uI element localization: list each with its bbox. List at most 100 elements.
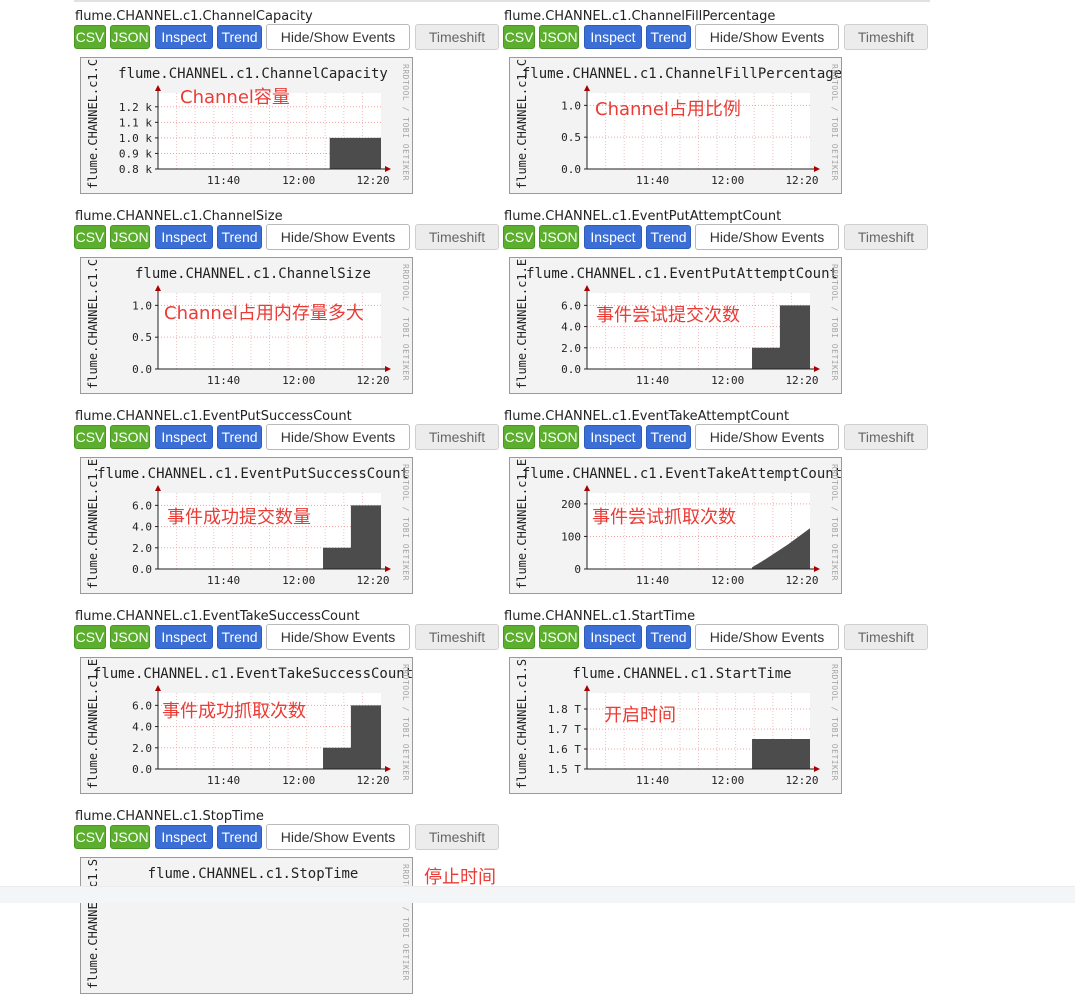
json-button[interactable]: JSON: [110, 425, 150, 449]
annotation-label: 事件成功抓取次数: [162, 701, 306, 722]
json-button[interactable]: JSON: [110, 625, 150, 649]
inspect-button[interactable]: Inspect: [155, 625, 213, 649]
rrd-graph: flume.CHANNEL.c1.EventTakeAttemptCountfl…: [509, 457, 842, 594]
y-tick-label: 2.0: [561, 342, 581, 355]
timeshift-button[interactable]: Timeshift: [415, 424, 499, 450]
inspect-button[interactable]: Inspect: [155, 225, 213, 249]
hide-show-events-button[interactable]: Hide/Show Events: [695, 624, 839, 650]
json-button[interactable]: JSON: [110, 225, 150, 249]
x-tick-label: 12:00: [711, 174, 744, 187]
timeshift-button[interactable]: Timeshift: [844, 224, 928, 250]
rrd-graph: flume.CHANNEL.c1.ChannelFillPercentagefl…: [509, 57, 842, 194]
rrdtool-watermark: RRDTOOL / TOBI OETIKER: [830, 264, 839, 381]
annotation-label: Channel占用内存量多大: [164, 303, 364, 324]
inspect-button[interactable]: Inspect: [155, 425, 213, 449]
inspect-button[interactable]: Inspect: [155, 825, 213, 849]
vertical-label: flume.CHANNEL.c1.StopTime: [86, 858, 100, 989]
timeshift-button[interactable]: Timeshift: [844, 24, 928, 50]
trend-button[interactable]: Trend: [646, 25, 691, 49]
hide-show-events-button[interactable]: Hide/Show Events: [695, 224, 839, 250]
csv-button[interactable]: CSV: [74, 25, 106, 49]
y-tick-label: 100: [561, 530, 581, 543]
graph-svg: flume.CHANNEL.c1.ChannelSize flume.CHANNE…: [86, 258, 410, 389]
x-tick-label: 12:20: [356, 574, 389, 587]
y-tick-label: 1.2 k: [119, 101, 152, 114]
rrdtool-watermark: RRDTOOL / TOBI OETIKER: [830, 64, 839, 181]
csv-button[interactable]: CSV: [74, 825, 106, 849]
panel-title: flume.CHANNEL.c1.EventPutAttemptCount: [504, 209, 782, 224]
data-area: [323, 505, 381, 569]
y-tick-label: 1.0: [561, 99, 581, 112]
x-tick-label: 12:00: [711, 774, 744, 787]
hide-show-events-button[interactable]: Hide/Show Events: [266, 624, 410, 650]
graph-panel: flume.CHANNEL.c1.EventPutAttemptCount CSV…: [503, 200, 933, 400]
json-button[interactable]: JSON: [539, 225, 579, 249]
csv-button[interactable]: CSV: [74, 225, 106, 249]
inspect-button[interactable]: Inspect: [155, 25, 213, 49]
y-tick-label: 1.1 k: [119, 116, 152, 129]
timeshift-button[interactable]: Timeshift: [844, 424, 928, 450]
annotation-label: 事件成功提交数量: [167, 507, 311, 528]
csv-button[interactable]: CSV: [74, 425, 106, 449]
inspect-button[interactable]: Inspect: [584, 25, 642, 49]
y-tick-label: 0.0: [132, 363, 152, 376]
trend-button[interactable]: Trend: [646, 625, 691, 649]
y-tick-label: 0.0: [132, 563, 152, 576]
trend-button[interactable]: Trend: [217, 225, 262, 249]
x-tick-label: 12:00: [282, 374, 315, 387]
graph-panel: flume.CHANNEL.c1.ChannelSize CSV JSON Inspe…: [74, 200, 504, 400]
hide-show-events-button[interactable]: Hide/Show Events: [695, 424, 839, 450]
y-tick-label: 0.0: [561, 163, 581, 176]
csv-button[interactable]: CSV: [503, 25, 535, 49]
csv-button[interactable]: CSV: [503, 425, 535, 449]
y-tick-label: 0.5: [561, 131, 581, 144]
hide-show-events-button[interactable]: Hide/Show Events: [266, 824, 410, 850]
vertical-label: flume.CHANNEL.c1.ChannelCapacity: [86, 58, 100, 189]
json-button[interactable]: JSON: [110, 25, 150, 49]
csv-button[interactable]: CSV: [503, 625, 535, 649]
data-area: [752, 528, 810, 569]
y-tick-label: 4.0: [561, 321, 581, 334]
timeshift-button[interactable]: Timeshift: [415, 24, 499, 50]
trend-button[interactable]: Trend: [217, 25, 262, 49]
inspect-button[interactable]: Inspect: [584, 625, 642, 649]
csv-button[interactable]: CSV: [74, 625, 106, 649]
json-button[interactable]: JSON: [110, 825, 150, 849]
graph-panel: flume.CHANNEL.c1.ChannelFillPercentage CS…: [503, 0, 933, 200]
trend-button[interactable]: Trend: [646, 225, 691, 249]
bottom-scrollbar-track[interactable]: [0, 886, 1075, 903]
csv-button[interactable]: CSV: [503, 225, 535, 249]
graph-panel: flume.CHANNEL.c1.EventTakeAttemptCount CS…: [503, 400, 933, 600]
graph-svg: flume.CHANNEL.c1.ChannelCapacity flume.CH…: [86, 58, 410, 189]
data-area: [752, 305, 810, 369]
timeshift-button[interactable]: Timeshift: [415, 224, 499, 250]
top-divider: [74, 0, 930, 2]
graph-svg: flume.CHANNEL.c1.StopTime flume.CHANNEL.c…: [86, 858, 410, 989]
y-tick-label: 6.0: [132, 499, 152, 512]
trend-button[interactable]: Trend: [217, 625, 262, 649]
rrdtool-watermark: RRDTOOL / TOBI OETIKER: [401, 464, 410, 581]
trend-button[interactable]: Trend: [217, 825, 262, 849]
json-button[interactable]: JSON: [539, 425, 579, 449]
hide-show-events-button[interactable]: Hide/Show Events: [266, 24, 410, 50]
timeshift-button[interactable]: Timeshift: [415, 624, 499, 650]
timeshift-button[interactable]: Timeshift: [415, 824, 499, 850]
hide-show-events-button[interactable]: Hide/Show Events: [266, 424, 410, 450]
y-tick-label: 0: [574, 563, 581, 576]
hide-show-events-button[interactable]: Hide/Show Events: [695, 24, 839, 50]
json-button[interactable]: JSON: [539, 625, 579, 649]
y-tick-label: 1.0: [132, 299, 152, 312]
graph-panel: flume.CHANNEL.c1.EventPutSuccessCount CSV…: [74, 400, 504, 600]
rrd-graph: flume.CHANNEL.c1.EventTakeSuccessCountfl…: [80, 657, 413, 794]
trend-button[interactable]: Trend: [646, 425, 691, 449]
hide-show-events-button[interactable]: Hide/Show Events: [266, 224, 410, 250]
x-tick-label: 12:00: [282, 174, 315, 187]
json-button[interactable]: JSON: [539, 25, 579, 49]
panel-title: flume.CHANNEL.c1.EventTakeAttemptCount: [504, 409, 790, 424]
vertical-label: flume.CHANNEL.c1.EventTakeAttemptCount: [515, 458, 529, 589]
inspect-button[interactable]: Inspect: [584, 225, 642, 249]
trend-button[interactable]: Trend: [217, 425, 262, 449]
rrd-graph: flume.CHANNEL.c1.StartTime flume.CHANNEL.…: [509, 657, 842, 794]
inspect-button[interactable]: Inspect: [584, 425, 642, 449]
timeshift-button[interactable]: Timeshift: [844, 624, 928, 650]
